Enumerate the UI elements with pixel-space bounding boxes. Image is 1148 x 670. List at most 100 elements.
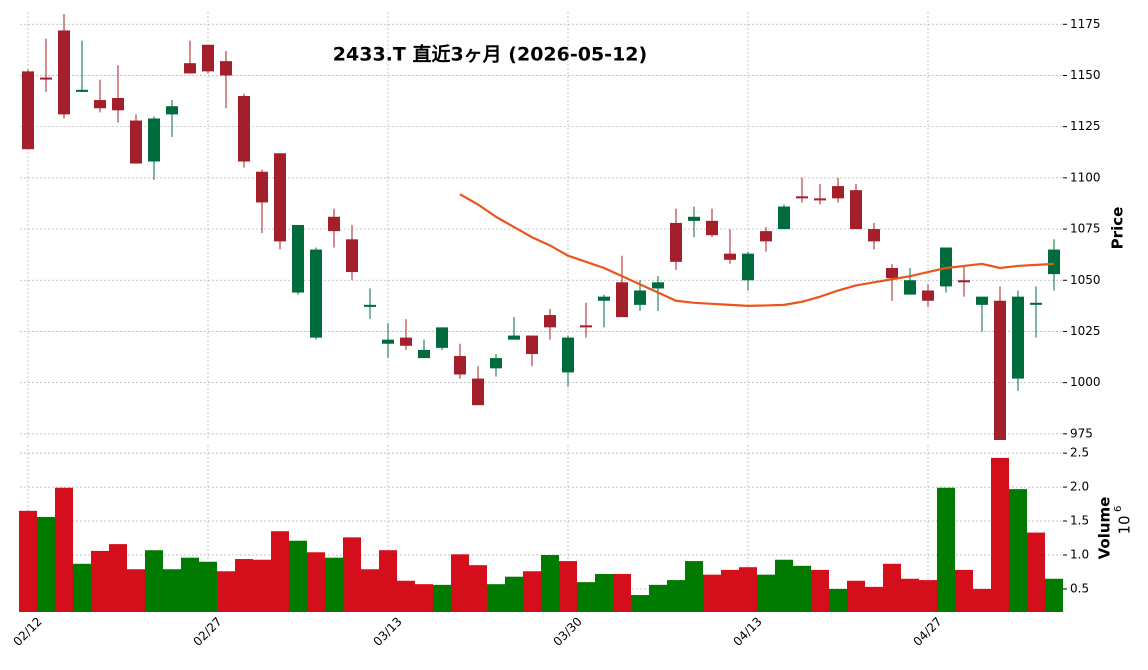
candle-body xyxy=(922,290,934,301)
x-tick-label: 03/30 xyxy=(550,614,584,648)
volume-bar xyxy=(883,563,901,612)
y-axis-label: Price xyxy=(1109,207,1127,250)
candle-body xyxy=(544,315,556,328)
candle-body xyxy=(886,267,898,279)
volume-bar xyxy=(973,588,991,612)
volume-bar xyxy=(487,584,505,612)
volume-bar xyxy=(361,569,379,612)
volume-bar xyxy=(649,584,667,612)
volume-bar xyxy=(865,586,883,612)
candle-body xyxy=(202,44,214,72)
volume-bar xyxy=(991,457,1009,612)
volume-bar xyxy=(343,537,361,612)
volume-bar xyxy=(577,582,595,612)
candle-body xyxy=(616,282,628,318)
y-tick-label: 1.0 xyxy=(1070,547,1089,561)
y-tick-label: 1125 xyxy=(1070,119,1101,133)
volume-bar xyxy=(721,569,739,612)
y-tick-label: 2.0 xyxy=(1070,480,1089,494)
candle-body xyxy=(598,296,610,301)
volume-bar xyxy=(55,487,73,612)
volume-bar xyxy=(307,552,325,612)
volume-bar xyxy=(73,563,91,612)
y-tick-label: 2.5 xyxy=(1070,446,1089,460)
candle-body xyxy=(346,239,358,273)
x-tick-label: 02/12 xyxy=(10,614,44,648)
candle-body xyxy=(814,198,826,201)
x-tick-label: 03/13 xyxy=(370,614,404,648)
candle-body xyxy=(904,280,916,295)
volume-bar xyxy=(937,487,955,612)
volume-bar xyxy=(811,569,829,612)
candle-body xyxy=(454,356,466,375)
volume-bar xyxy=(595,573,613,612)
volume-bar xyxy=(775,559,793,612)
candle-body xyxy=(76,89,88,92)
volume-bar xyxy=(955,569,973,612)
candle-body xyxy=(256,171,268,203)
volume-multiplier: 10 6 xyxy=(1113,506,1134,535)
volume-axis-label: Volume xyxy=(1096,497,1114,560)
candle-body xyxy=(580,325,592,328)
y-tick-label: 1150 xyxy=(1070,68,1101,82)
volume-bar xyxy=(199,561,217,612)
volume-bar xyxy=(739,567,757,612)
y-tick-label: 1050 xyxy=(1070,273,1101,287)
candle-body xyxy=(238,95,250,162)
volume-bar xyxy=(91,550,109,612)
candle-body xyxy=(166,106,178,115)
candle-body xyxy=(382,339,394,344)
candle-body xyxy=(634,290,646,305)
volume-bar xyxy=(757,574,775,612)
multiplier-base: 10 xyxy=(1116,515,1134,534)
y-tick-label: 1.5 xyxy=(1070,514,1089,528)
candle-body xyxy=(1012,296,1024,379)
candle-body xyxy=(328,216,340,232)
volume-bar xyxy=(829,588,847,612)
volume-bar xyxy=(613,573,631,612)
candle-body xyxy=(868,229,880,242)
multiplier-exponent: 6 xyxy=(1113,506,1124,512)
candle-body xyxy=(706,220,718,236)
volume-bar xyxy=(1027,532,1045,612)
candle-body xyxy=(976,296,988,305)
volume-bar xyxy=(127,569,145,612)
volume-bar xyxy=(523,571,541,612)
chart-title: 2433.T 直近3ヶ月 (2026-05-12) xyxy=(333,43,647,66)
volume-bar xyxy=(667,580,685,612)
volume-bar xyxy=(793,565,811,612)
candle-body xyxy=(400,337,412,346)
candle-body xyxy=(490,358,502,369)
volume-bar xyxy=(685,561,703,612)
candle-body xyxy=(292,224,304,293)
volume-bar xyxy=(451,554,469,612)
candle-body xyxy=(526,335,538,354)
volume-bar xyxy=(181,557,199,612)
y-tick-label: 0.5 xyxy=(1070,581,1089,595)
candle-body xyxy=(58,30,70,115)
x-tick-label: 04/27 xyxy=(910,614,944,648)
candle-body xyxy=(850,190,862,230)
candle-body xyxy=(40,77,52,80)
volume-bar xyxy=(325,557,343,612)
volume-bar xyxy=(289,540,307,612)
candle-body xyxy=(472,378,484,406)
volume-bar xyxy=(379,550,397,612)
candle-body xyxy=(112,98,124,111)
candle-body xyxy=(832,186,844,199)
volume-bar xyxy=(235,559,253,612)
volume-bar xyxy=(1009,489,1027,612)
volume-bar xyxy=(145,550,163,612)
volume-bar xyxy=(163,569,181,612)
volume-bar xyxy=(415,584,433,612)
candle-body xyxy=(220,61,232,76)
volume-bar xyxy=(397,580,415,612)
volume-bar xyxy=(37,516,55,612)
x-tick-label: 02/27 xyxy=(190,614,224,648)
y-tick-label: 1075 xyxy=(1070,222,1101,236)
y-tick-label: 1025 xyxy=(1070,324,1101,338)
candle-body xyxy=(1048,249,1060,275)
volume-bar xyxy=(541,554,559,612)
candle-body xyxy=(796,196,808,199)
x-tick-label: 04/13 xyxy=(730,614,764,648)
